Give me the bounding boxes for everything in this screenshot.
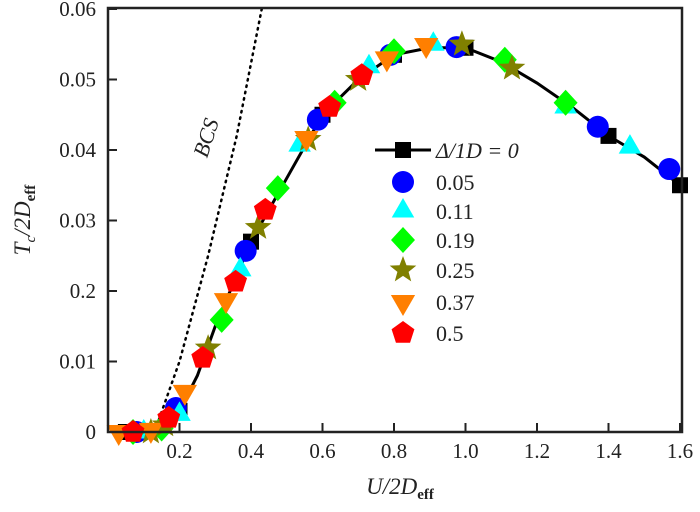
y-tick-label: 0.01 — [59, 350, 96, 374]
x-label-sub: eff — [417, 487, 435, 503]
data-point-circle — [658, 158, 681, 181]
y-tick-label: 0.2 — [70, 279, 96, 303]
svg-text:Tc/2Deff: Tc/2Deff — [10, 184, 39, 256]
data-point-triangle-down — [138, 422, 164, 444]
data-point-triangle-down — [414, 37, 439, 59]
legend-marker-diamond — [391, 227, 415, 253]
x-label-main: U/2D — [366, 474, 418, 499]
y-label-mid: /2D — [10, 201, 35, 238]
legend-entry-0.5: 0.5 — [391, 321, 464, 346]
data-point-triangle-down — [374, 51, 399, 73]
legend-entry-0.05: 0.05 — [392, 170, 475, 195]
data-point-triangle-down — [172, 384, 197, 406]
x-tick-label: 1.4 — [595, 439, 622, 463]
marker-layer — [106, 30, 688, 446]
y-tick-label: 0.05 — [59, 68, 96, 92]
legend-label: 0.37 — [436, 290, 475, 315]
y-tick-label: 0.03 — [59, 209, 96, 233]
data-point-diamond — [265, 175, 290, 202]
x-axis-label: U/2Deff — [366, 474, 435, 503]
data-point-star — [448, 30, 476, 56]
data-point-pentagon — [318, 94, 342, 117]
data-point-diamond — [553, 89, 578, 116]
y-tick-label: 0.06 — [59, 0, 96, 21]
legend-marker-pentagon — [391, 321, 415, 343]
legend-entry-0.37: 0.37 — [390, 290, 475, 316]
x-tick-label: 0.6 — [309, 439, 335, 463]
data-point-pentagon — [253, 197, 277, 220]
legend-label: 0.5 — [436, 321, 464, 346]
data-point-circle — [586, 115, 609, 138]
legend-marker-circle — [392, 171, 414, 193]
y-label-main: T — [10, 240, 35, 255]
data-point-diamond — [492, 46, 517, 73]
data-point-pentagon — [224, 269, 248, 292]
legend-label: Δ/1D = 0 — [435, 138, 519, 163]
x-tick-label: 1.0 — [452, 439, 478, 463]
tick-layer: 0.2 0.4 0.6 0.8 1.0 1.2 1.4 1.6 0 0.01 0.2 0.03 0.04… — [59, 0, 693, 463]
data-point-square — [672, 177, 688, 194]
legend-label: 0.05 — [436, 170, 475, 195]
data-point-triangle-down — [213, 293, 239, 315]
data-point-diamond — [382, 38, 406, 65]
legend-marker-star — [389, 256, 417, 282]
x-tick-label: 1.2 — [524, 439, 550, 463]
legend-entry-0.25: 0.25 — [389, 256, 475, 283]
legend-entry-0: Δ/1D = 0 — [375, 138, 519, 163]
bcs-label: BCS — [188, 115, 224, 160]
y-tick-label: 0.04 — [59, 138, 96, 162]
data-point-circle — [234, 239, 257, 262]
data-point-triangle-up — [618, 134, 642, 154]
data-point-pentagon — [350, 63, 374, 85]
data-point-pentagon — [191, 345, 215, 368]
x-tick-label: 0.8 — [381, 439, 407, 463]
bcs-curve-layer — [153, 7, 263, 434]
data-point-star — [498, 54, 526, 80]
x-tick-label: 0.4 — [238, 439, 265, 463]
y-axis-label: Tc/2Deff — [10, 184, 39, 256]
data-point-star — [194, 334, 222, 360]
x-tick-label: 1.6 — [667, 439, 693, 463]
y-label-sub: eff — [23, 184, 39, 202]
legend-entry-0.11: 0.11 — [391, 198, 474, 224]
legend-entry-0.19: 0.19 — [391, 227, 475, 253]
legend-marker-triangle-up — [391, 198, 415, 218]
y-tick-label: 0 — [86, 420, 97, 444]
data-point-star — [244, 213, 272, 239]
plot-frame — [106, 6, 684, 434]
y-label-c: c — [23, 236, 39, 243]
data-point-triangle-down — [294, 131, 319, 153]
legend-label: 0.19 — [436, 228, 475, 253]
legend-label: 0.25 — [436, 258, 475, 283]
legend: Δ/1D = 0 0.05 0.11 0.19 0.25 0.37 0.5 — [375, 138, 519, 346]
data-point-pentagon — [157, 405, 181, 428]
legend-marker-square — [395, 142, 411, 158]
x-tick-label: 0.2 — [166, 439, 192, 463]
legend-marker-triangle-down — [390, 295, 416, 316]
data-point-diamond — [209, 306, 234, 333]
legend-label: 0.11 — [436, 199, 474, 224]
bcs-curve — [153, 7, 263, 434]
